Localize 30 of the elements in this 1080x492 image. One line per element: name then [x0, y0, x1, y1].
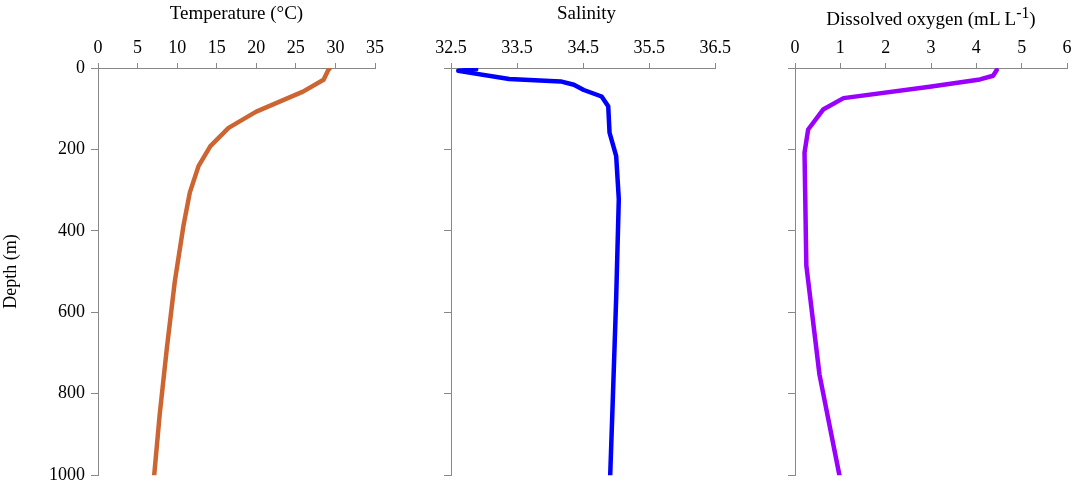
x-tick-label: 33.5	[501, 36, 533, 57]
x-tick-label: 25	[286, 36, 305, 57]
x-axis-title: Salinity	[556, 2, 617, 24]
x-tick-label: 10	[168, 36, 187, 57]
x-tick-label: 15	[207, 36, 226, 57]
x-tick-label: 2	[881, 36, 891, 57]
x-axis-title: Dissolved oxygen (mL L$^{-1}$)	[826, 3, 1036, 31]
x-tick-label: 5	[1017, 36, 1027, 57]
x-axis-title: Temperature (°C)	[169, 2, 304, 24]
y-tick-label: 200	[58, 138, 85, 159]
x-tick-label: 30	[326, 36, 345, 57]
x-tick-label: 34.5	[567, 36, 599, 57]
x-tick-label: 20	[247, 36, 266, 57]
y-axis-title: Depth (m)	[0, 234, 21, 309]
y-tick-label: 1000	[49, 463, 85, 484]
x-tick-label: 35	[366, 36, 384, 57]
x-tick-label: 32.5	[435, 36, 467, 57]
x-tick-label: 4	[971, 36, 981, 57]
y-tick-label: 0	[76, 56, 85, 77]
x-tick-label: 0	[790, 36, 800, 57]
x-tick-label: 5	[133, 36, 143, 57]
x-tick-label: 6	[1062, 36, 1072, 57]
x-tick-label: 1	[835, 36, 845, 57]
x-tick-label: 35.5	[633, 36, 665, 57]
y-tick-label: 400	[58, 219, 85, 240]
x-tick-label: 0	[93, 36, 103, 57]
x-tick-label: 36.5	[699, 36, 731, 57]
y-tick-label: 800	[58, 382, 85, 403]
x-tick-label: 3	[926, 36, 936, 57]
y-tick-label: 600	[58, 301, 85, 322]
